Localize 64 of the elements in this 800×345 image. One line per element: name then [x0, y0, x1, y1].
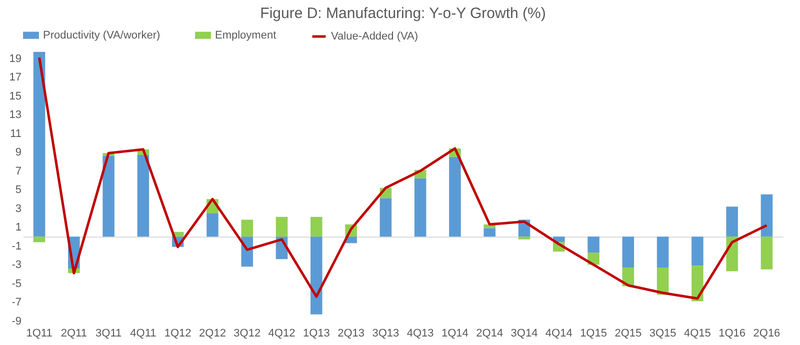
bar [102, 156, 114, 237]
bar [622, 236, 634, 268]
x-tick-label: 3Q11 [96, 328, 122, 340]
x-tick-label: 4Q11 [130, 328, 156, 340]
x-tick-label: 1Q14 [442, 328, 468, 340]
bar [276, 216, 288, 237]
line-series [38, 56, 768, 300]
bar [692, 236, 704, 266]
y-tick-label: 1 [15, 222, 22, 234]
x-tick-label: 1Q13 [302, 328, 330, 340]
x-tick-label: 4Q14 [545, 328, 572, 340]
y-tick-label: 11 [10, 128, 22, 140]
y-tick-label: -1 [12, 240, 22, 252]
x-tick-label: 1Q11 [26, 328, 52, 340]
y-tick-label: 5 [15, 184, 22, 196]
y-tick-label: -7 [12, 296, 22, 309]
y-tick-label: -9 [12, 316, 22, 328]
bar [380, 198, 392, 237]
bar [241, 220, 254, 237]
y-tick-label: 9 [15, 146, 22, 159]
bar [206, 213, 218, 237]
bar [310, 236, 322, 314]
bar [33, 236, 46, 242]
x-tick-label: 2Q11 [60, 328, 87, 340]
x-tick-label: 1Q16 [718, 328, 746, 340]
bar [726, 206, 738, 237]
x-tick-label: 4Q12 [268, 328, 296, 340]
bar [137, 154, 150, 237]
y-tick-label: 19 [9, 52, 22, 65]
bar [692, 266, 704, 302]
x-tick-label: 2Q12 [199, 328, 226, 340]
y-tick-label: 15 [9, 90, 22, 102]
x-tick-label: 1Q15 [580, 328, 607, 340]
chart-title: Figure D: Manufacturing: Y-o-Y Growth (%) [260, 5, 546, 22]
bar [414, 178, 426, 237]
x-tick-label: 2Q14 [476, 328, 504, 340]
y-tick-label: 13 [9, 109, 22, 122]
y-tick-label: 7 [15, 165, 22, 178]
x-tick-label: 3Q15 [649, 328, 676, 340]
x-tick-label: 2Q15 [614, 328, 642, 340]
y-tick-label: -5 [12, 278, 22, 290]
bar [310, 216, 322, 237]
x-tick-label: 2Q13 [338, 328, 364, 340]
x-tick-label: 4Q15 [684, 328, 711, 340]
bar [449, 156, 461, 237]
legend-label: Productivity (VA/worker) [43, 29, 160, 42]
x-tick-label: 4Q13 [406, 328, 434, 340]
bar [656, 236, 669, 268]
y-tick-label: 17 [9, 72, 22, 84]
legend-label: Employment [215, 29, 276, 42]
x-tick-label: 1Q12 [164, 328, 192, 340]
bar [588, 236, 600, 253]
bar [760, 194, 773, 237]
y-tick-label: 3 [15, 202, 22, 215]
bar [760, 236, 773, 270]
bar [518, 236, 530, 240]
bar [484, 228, 496, 237]
x-tick-label: 3Q14 [510, 328, 538, 340]
y-tick-label: -3 [12, 259, 22, 272]
x-tick-label: 2Q16 [753, 328, 780, 340]
legend-label: Value-Added (VA) [331, 30, 418, 42]
bar [33, 52, 46, 237]
x-tick-label: 3Q13 [372, 328, 400, 340]
x-tick-label: 3Q12 [234, 328, 261, 340]
